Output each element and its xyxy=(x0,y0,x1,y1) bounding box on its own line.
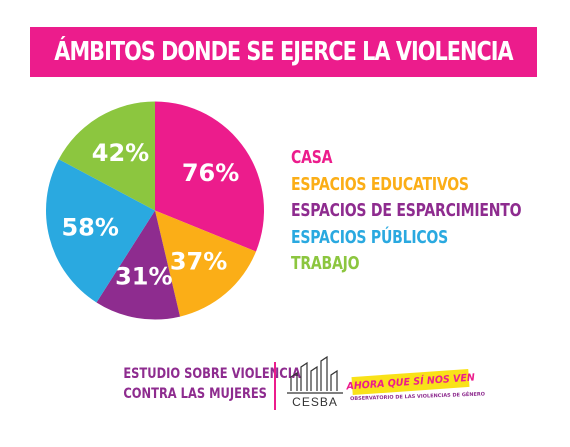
legend-item-3: ESPACIOS PÚBLICOS xyxy=(291,226,448,248)
cesba-logo xyxy=(287,355,343,394)
legend-item-1: ESPACIOS EDUCATIVOS xyxy=(291,173,469,195)
legend: CASA ESPACIOS EDUCATIVOS ESPACIOS DE ESPAR… xyxy=(291,145,570,278)
slice-label-1: 37% xyxy=(170,247,227,275)
slice-label-0: 76% xyxy=(182,159,239,187)
study-title-line1: ESTUDIO SOBRE VIOLENCIA xyxy=(123,366,301,382)
slice-label-2: 31% xyxy=(115,263,172,291)
chart-title: ÁMBITOS DONDE SE EJERCE LA VIOLENCIA xyxy=(54,37,513,67)
footer-divider xyxy=(274,362,276,410)
slice-label-3: 58% xyxy=(61,214,118,242)
title-banner: ÁMBITOS DONDE SE EJERCE LA VIOLENCIA xyxy=(30,27,537,77)
pie-slice-3 xyxy=(45,159,155,303)
pie-slice-4 xyxy=(58,101,155,211)
legend-item-2: ESPACIOS DE ESPARCIMIENTO xyxy=(291,200,522,221)
cesba-text: CESBA xyxy=(292,395,338,409)
pie-chart: 76% 37%31% 58% 42% xyxy=(45,101,264,320)
ahora-que-si-nos-ven-logo: AHORA QUE SÍ NOS VEN xyxy=(346,368,475,396)
study-title-line2: CONTRA LAS MUJERES xyxy=(123,386,267,402)
pie-slice-2 xyxy=(96,210,181,320)
pie-slice-0 xyxy=(155,101,264,252)
pie-slice-1 xyxy=(155,210,256,317)
legend-item-4: TRABAJO xyxy=(291,253,360,274)
ahora-text: AHORA QUE SÍ NOS VEN xyxy=(345,372,476,392)
study-title: ESTUDIO SOBRE VIOLENCIA CONTRA LAS MUJER… xyxy=(92,364,301,404)
legend-item-0: CASA xyxy=(291,147,333,168)
slice-label-4: 42% xyxy=(92,139,149,167)
